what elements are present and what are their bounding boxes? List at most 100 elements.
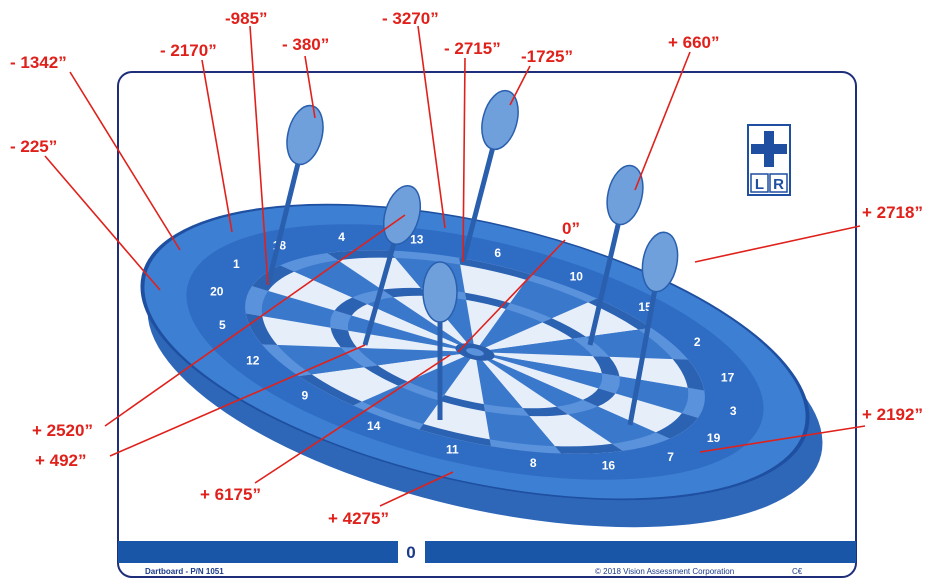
callout-label: - 2715”: [444, 39, 501, 58]
double-ring: [458, 257, 531, 280]
board-number: 3: [730, 404, 737, 418]
triple-ring: [334, 297, 368, 316]
board-number: 6: [494, 246, 501, 260]
callout-line: [304, 55, 316, 119]
footer-left: Dartboard - P/N 1051: [145, 567, 224, 576]
double-ring: [489, 439, 562, 454]
bar-right: [425, 541, 856, 563]
callout-line: [249, 25, 269, 286]
segment: [245, 286, 456, 349]
double-ring: [526, 274, 597, 303]
double-ring: [251, 265, 295, 291]
triple-ring: [505, 303, 552, 323]
callout-label: + 6175”: [200, 485, 261, 504]
triple-ring: [398, 381, 445, 401]
triple-ring: [330, 310, 352, 331]
segment: [482, 360, 623, 454]
callout-line: [104, 214, 406, 427]
callout-line: [694, 225, 861, 263]
callout-line: [109, 344, 366, 457]
double-ring: [681, 387, 705, 418]
footer-right: © 2018 Vision Assessment Corporation: [595, 567, 734, 576]
callout-line: [69, 71, 181, 251]
callout-label: + 4275”: [328, 509, 389, 528]
dart-flight: [382, 185, 422, 245]
double-ring: [588, 298, 652, 330]
triple-ring: [582, 388, 616, 407]
callout-label: - 1342”: [10, 53, 67, 72]
double-ring: [672, 359, 705, 391]
double-ring: [638, 327, 689, 360]
double-ring: [280, 253, 339, 272]
callout-label: + 492”: [35, 451, 87, 470]
icon-box: [769, 173, 788, 193]
double-ring: [655, 413, 699, 439]
callout-label: + 2520”: [32, 421, 93, 440]
dart-flight: [641, 231, 679, 293]
triple-ring: [381, 287, 428, 298]
segment: [245, 313, 457, 352]
double-ring: [353, 401, 424, 430]
callout-line: [379, 471, 454, 507]
triple-ring: [598, 373, 620, 394]
lr-icon: L R: [747, 124, 791, 196]
bar-value: 0: [406, 543, 415, 562]
double-ring: [245, 286, 269, 317]
board-number: 11: [446, 442, 459, 456]
callout-label: + 2718”: [862, 203, 923, 222]
callout-label: - 2170”: [160, 41, 217, 60]
callout-line: [201, 59, 233, 233]
bullseye: [466, 348, 484, 356]
triple-ring: [556, 399, 598, 415]
triple-ring: [542, 318, 586, 339]
callout-label: -985”: [225, 9, 268, 28]
board-number: 13: [410, 232, 424, 246]
board-number: 1: [233, 257, 240, 271]
callout-label: - 3270”: [382, 9, 439, 28]
double-ring: [611, 432, 670, 451]
double-ring: [298, 374, 362, 406]
footer-mark: C€: [792, 567, 803, 576]
segment: [493, 352, 705, 391]
callout-line: [457, 239, 566, 353]
callout-label: + 660”: [668, 33, 720, 52]
board-number: 12: [246, 354, 260, 368]
callout-line: [462, 57, 466, 263]
board-number: 9: [302, 388, 309, 402]
callout-label: + 2192”: [862, 405, 923, 424]
board-number: 17: [721, 371, 735, 385]
triple-ring: [352, 289, 394, 305]
triple-ring: [572, 336, 610, 357]
callout-label: 0”: [562, 219, 580, 238]
darts: [265, 89, 679, 426]
double-ring: [261, 344, 312, 377]
callout-line: [509, 65, 531, 106]
triple-ring: [364, 365, 408, 386]
callouts: - 1342” - 2170” -985” - 380” - 3270” - 2715” -…: [10, 9, 923, 528]
triple-ring: [483, 404, 530, 416]
board-number: 19: [707, 431, 721, 445]
board-number: 14: [367, 419, 381, 433]
bar-left: [118, 541, 398, 563]
board-number: 10: [570, 269, 584, 283]
callout-line: [699, 425, 866, 453]
board-number: 16: [602, 459, 616, 473]
dart-flight: [481, 89, 519, 151]
double-ring: [419, 424, 492, 447]
dart-flight: [606, 164, 644, 226]
callout-line: [254, 354, 451, 484]
callout-label: -1725”: [521, 47, 573, 66]
callout-line: [417, 25, 446, 229]
triple-ring: [330, 327, 358, 348]
triple-ring: [439, 394, 486, 412]
callout-label: - 225”: [10, 137, 57, 156]
double-ring: [554, 443, 623, 454]
double-ring: [388, 250, 461, 265]
callout-line: [44, 155, 161, 291]
icon-cross: [751, 144, 787, 154]
icon-right: R: [773, 176, 784, 193]
dart-flight: [422, 261, 458, 323]
triple-ring: [592, 356, 620, 377]
callout-label: - 380”: [282, 35, 329, 54]
